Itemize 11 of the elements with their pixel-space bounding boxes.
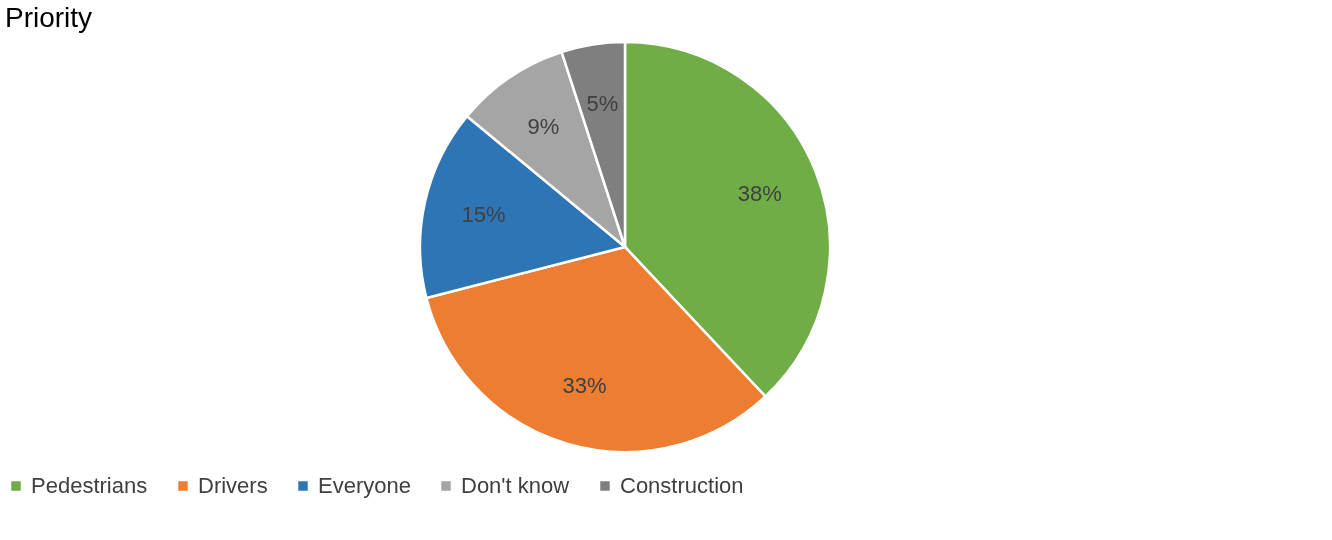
data-label: 9%: [527, 114, 560, 140]
legend-label: Don't know: [461, 473, 570, 498]
data-label: 15%: [461, 202, 506, 228]
legend-label: Everyone: [318, 473, 411, 498]
legend-label: Drivers: [198, 473, 268, 498]
legend-label: Construction: [620, 473, 744, 498]
chart-title: Priority: [5, 2, 93, 33]
data-label: 33%: [562, 373, 607, 399]
data-label: 5%: [586, 90, 619, 116]
legend-label: Pedestrians: [31, 473, 148, 498]
data-label: 38%: [737, 180, 782, 206]
